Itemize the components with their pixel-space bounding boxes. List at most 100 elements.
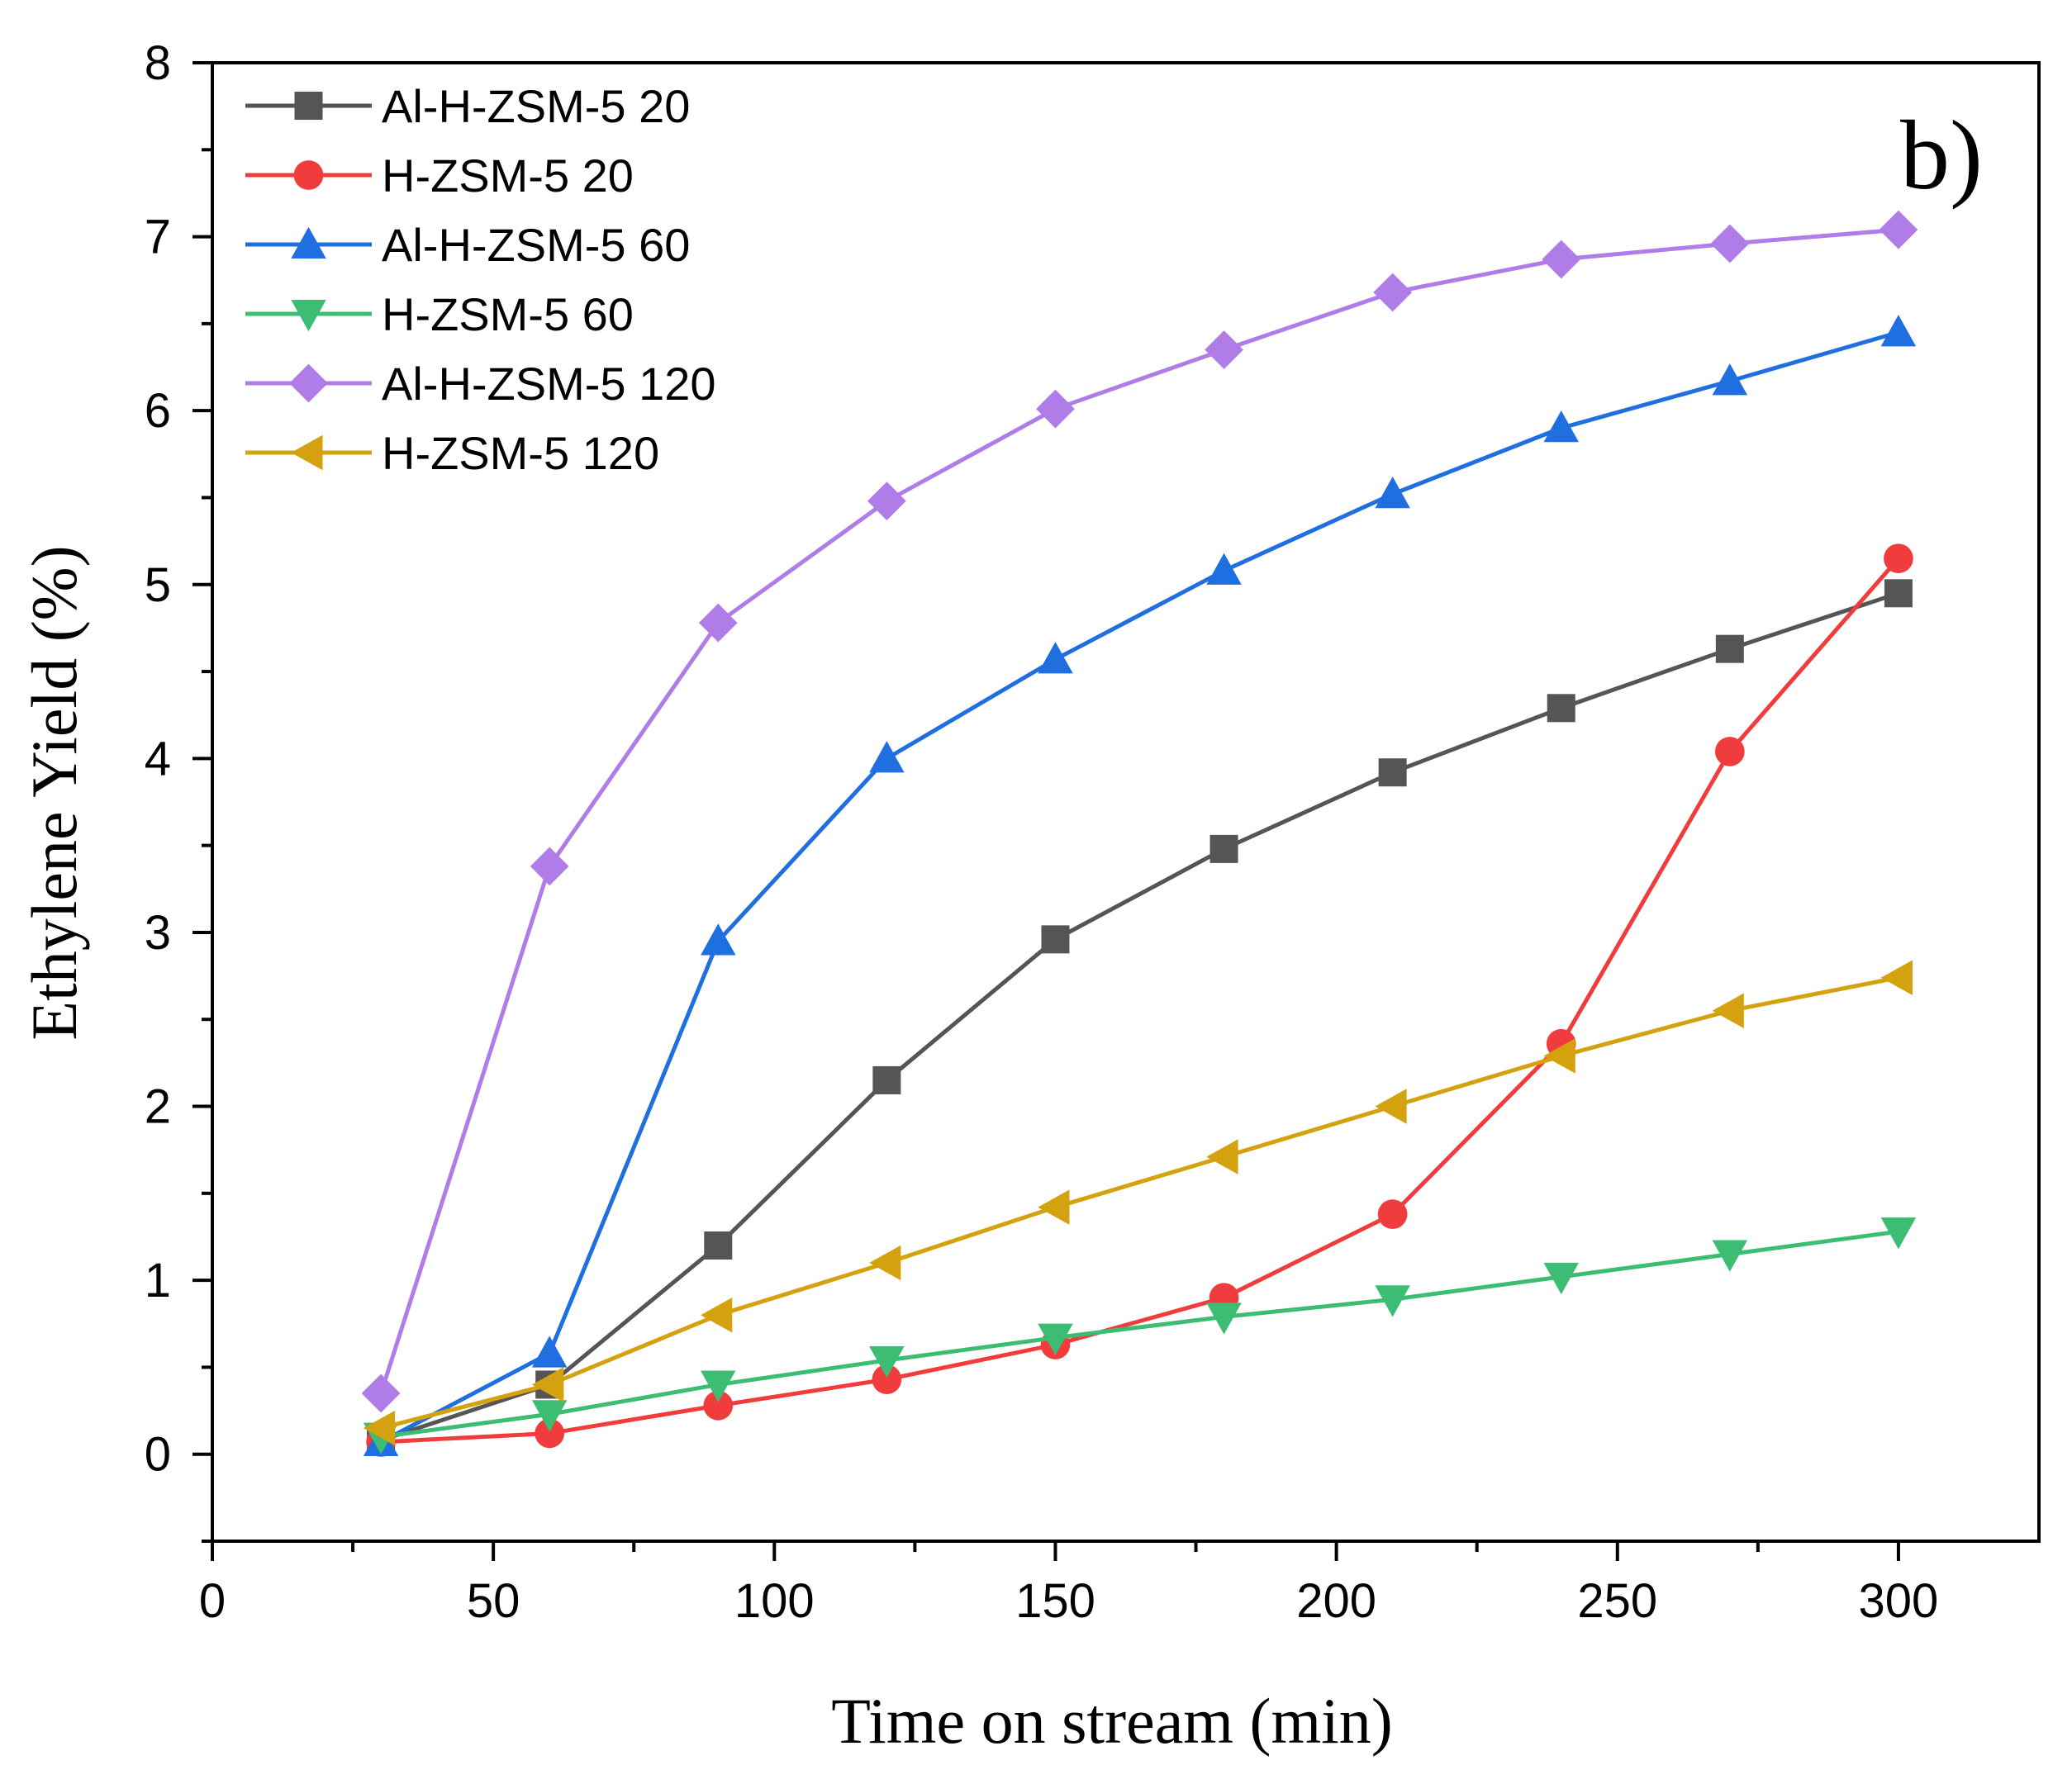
data-point: [701, 1297, 733, 1333]
legend-entry: H-ZSM-5 60: [245, 288, 634, 340]
y-tick-label: 7: [145, 211, 171, 264]
panel-label: b): [1900, 100, 1983, 210]
data-point: [1710, 224, 1750, 263]
data-point: [1378, 758, 1407, 787]
data-point: [1880, 1217, 1917, 1250]
data-point: [1714, 737, 1745, 766]
data-point: [1373, 273, 1413, 312]
y-tick-label: 4: [145, 732, 171, 785]
x-axis-title: Time on stream (min): [831, 1685, 1393, 1757]
data-point: [1543, 410, 1579, 443]
data-point: [872, 1065, 901, 1094]
data-point: [703, 1390, 734, 1421]
data-point: [1712, 363, 1748, 396]
data-point: [1715, 634, 1744, 663]
y-tick-label: 6: [145, 384, 171, 438]
legend-entry: Al-H-ZSM-5 120: [245, 358, 716, 410]
series-h-zsm-5-60: [363, 1217, 1917, 1454]
data-point: [1206, 1302, 1242, 1335]
legend-label: Al-H-ZSM-5 120: [382, 358, 716, 410]
data-point: [1038, 1189, 1070, 1225]
data-point: [872, 1364, 902, 1395]
y-tick-label: 3: [145, 906, 171, 960]
legend-label: H-ZSM-5 60: [382, 288, 634, 340]
plot-frame: [211, 61, 2041, 1543]
data-point: [869, 741, 905, 773]
data-point: [1880, 960, 1913, 995]
data-point: [704, 1231, 733, 1260]
series-h-zsm-5-120: [363, 960, 1913, 1446]
legend-entry: Al-H-ZSM-5 60: [245, 219, 690, 271]
legend-marker: [294, 92, 323, 120]
data-point: [1543, 1262, 1579, 1295]
legend-entry: Al-H-ZSM-5 20: [245, 80, 690, 132]
series-al-h-zsm-5-120: [361, 210, 1918, 1413]
series-line: [380, 557, 1900, 1445]
series-line: [380, 1229, 1899, 1440]
data-point: [1712, 1240, 1748, 1272]
legend-label: H-ZSM-5 20: [382, 149, 634, 202]
legend-marker: [291, 300, 326, 332]
series-line: [379, 330, 1899, 1445]
data-point: [1712, 993, 1744, 1028]
data-point: [1041, 925, 1070, 954]
data-point: [1884, 543, 1913, 574]
data-point: [1038, 642, 1073, 674]
data-point: [701, 923, 736, 956]
data-point: [1375, 1089, 1407, 1124]
data-point: [1880, 315, 1917, 347]
y-tick-label: 2: [145, 1080, 171, 1134]
data-point: [1206, 1139, 1238, 1174]
data-point: [531, 1400, 568, 1432]
legend-marker: [291, 226, 326, 259]
data-point: [1377, 1199, 1408, 1229]
y-tick-label: 1: [145, 1254, 171, 1307]
data-point: [1209, 834, 1238, 863]
x-tick-label: 250: [1577, 1574, 1657, 1628]
series-h-zsm-5-20: [366, 543, 1913, 1457]
data-point: [869, 1245, 901, 1281]
data-point: [1375, 1285, 1410, 1317]
x-tick-label: 0: [199, 1574, 226, 1628]
data-point: [361, 1374, 401, 1413]
data-point: [1375, 477, 1410, 509]
data-point: [1205, 330, 1243, 369]
data-point: [1038, 1323, 1073, 1355]
data-point: [1879, 210, 1918, 249]
data-point: [531, 1367, 564, 1402]
series-line: [378, 227, 1899, 1394]
data-point: [1543, 1038, 1575, 1074]
data-point: [1884, 579, 1913, 608]
x-tick-label: 100: [734, 1574, 815, 1628]
legend-label: Al-H-ZSM-5 60: [382, 219, 690, 271]
data-point: [1036, 389, 1075, 429]
data-point: [1206, 553, 1242, 585]
axes: 0 50 100 150 200 250 300 0 1 2 3 4 5 6 7 8: [145, 36, 2041, 1628]
data-point: [1542, 240, 1581, 279]
data-point: [531, 1336, 568, 1368]
x-tick-label: 150: [1015, 1574, 1095, 1628]
series-line: [380, 591, 1899, 1443]
data-point: [869, 1345, 905, 1378]
x-tick-label: 300: [1859, 1574, 1939, 1628]
legend-marker: [289, 363, 328, 403]
legend-label: Al-H-ZSM-5 20: [382, 80, 690, 132]
data-point: [701, 1370, 736, 1402]
legend-marker: [293, 160, 324, 190]
y-tick-label: 5: [145, 558, 171, 612]
data-point: [1547, 694, 1575, 723]
legend-label: H-ZSM-5 120: [382, 427, 659, 479]
series-lines: [361, 210, 1918, 1457]
legend: Al-H-ZSM-5 20 H-ZSM-5 20 Al-H-ZSM-5 60 H-ZS…: [245, 80, 716, 479]
legend-marker: [291, 434, 323, 471]
y-axis-title: Ethylene Yield (%): [18, 545, 90, 1040]
x-tick-label: 50: [467, 1574, 520, 1628]
legend-entry: H-ZSM-5 120: [245, 427, 659, 479]
data-point: [698, 603, 738, 643]
series-line: [380, 975, 1899, 1431]
data-point: [867, 482, 906, 521]
y-tick-label: 8: [145, 36, 171, 90]
data-point: [535, 1418, 565, 1449]
data-point: [530, 847, 569, 886]
